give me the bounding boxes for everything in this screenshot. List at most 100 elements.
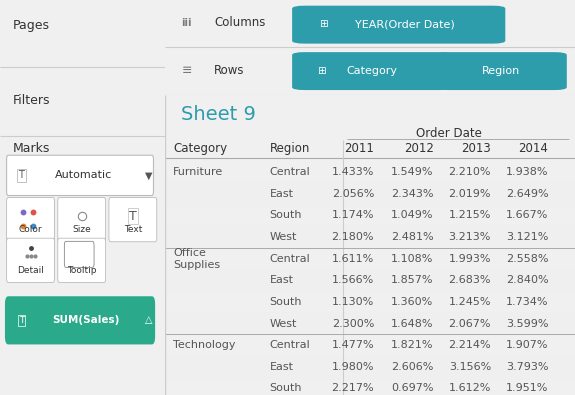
Text: Region: Region xyxy=(482,66,520,75)
Text: Text: Text xyxy=(124,226,142,234)
Text: 1.667%: 1.667% xyxy=(506,211,549,220)
Text: 2.217%: 2.217% xyxy=(331,384,374,393)
FancyBboxPatch shape xyxy=(436,52,567,90)
Text: ⊞: ⊞ xyxy=(317,66,325,75)
Text: 1.049%: 1.049% xyxy=(391,211,434,220)
Text: Central: Central xyxy=(270,340,311,350)
Text: 2014: 2014 xyxy=(519,142,549,155)
Text: Technology: Technology xyxy=(173,340,236,350)
Text: 2.840%: 2.840% xyxy=(506,275,549,285)
Text: West: West xyxy=(270,318,297,329)
Text: Marks: Marks xyxy=(13,142,51,154)
Text: 3.793%: 3.793% xyxy=(506,362,549,372)
Text: Detail: Detail xyxy=(17,266,44,275)
Text: 2.056%: 2.056% xyxy=(332,189,374,199)
Text: T: T xyxy=(18,170,24,181)
Text: 2011: 2011 xyxy=(344,142,374,155)
FancyBboxPatch shape xyxy=(292,6,505,43)
Text: ▼: ▼ xyxy=(145,170,153,181)
Text: 1.980%: 1.980% xyxy=(332,362,374,372)
Text: SUM(Sales): SUM(Sales) xyxy=(52,315,120,325)
Text: 1.174%: 1.174% xyxy=(332,211,374,220)
Text: Category: Category xyxy=(347,66,397,75)
Text: Central: Central xyxy=(270,254,311,264)
Text: Office
Supplies: Office Supplies xyxy=(173,248,220,270)
Text: Color: Color xyxy=(19,226,43,234)
Text: 1.857%: 1.857% xyxy=(391,275,434,285)
Text: 1.993%: 1.993% xyxy=(448,254,491,264)
Text: West: West xyxy=(270,232,297,242)
Text: T: T xyxy=(19,316,24,325)
Text: South: South xyxy=(270,384,302,393)
Text: East: East xyxy=(270,189,294,199)
Text: △: △ xyxy=(145,315,153,325)
Bar xyxy=(165,183,575,205)
Text: 2.343%: 2.343% xyxy=(391,189,434,199)
FancyBboxPatch shape xyxy=(58,238,106,282)
Text: South: South xyxy=(270,211,302,220)
Text: Columns: Columns xyxy=(214,16,266,29)
Text: 1.215%: 1.215% xyxy=(448,211,491,220)
Text: 1.549%: 1.549% xyxy=(391,167,434,177)
Text: 2.067%: 2.067% xyxy=(448,318,491,329)
Bar xyxy=(165,313,575,334)
Text: Tooltip: Tooltip xyxy=(67,266,97,275)
Text: 2.019%: 2.019% xyxy=(448,189,491,199)
Bar xyxy=(165,269,575,291)
Text: East: East xyxy=(270,362,294,372)
Bar xyxy=(165,356,575,378)
Text: Region: Region xyxy=(270,142,310,155)
Text: 2.649%: 2.649% xyxy=(506,189,549,199)
Text: Central: Central xyxy=(270,167,311,177)
Text: YEAR(Order Date): YEAR(Order Date) xyxy=(355,19,455,29)
FancyBboxPatch shape xyxy=(58,198,106,242)
FancyBboxPatch shape xyxy=(6,238,55,282)
Text: Order Date: Order Date xyxy=(416,127,482,140)
Text: 1.566%: 1.566% xyxy=(332,275,374,285)
Text: 1.821%: 1.821% xyxy=(391,340,434,350)
Text: 1.907%: 1.907% xyxy=(506,340,549,350)
Text: 2012: 2012 xyxy=(404,142,434,155)
FancyBboxPatch shape xyxy=(64,241,94,267)
Text: 2.606%: 2.606% xyxy=(391,362,434,372)
Text: T: T xyxy=(129,210,137,222)
Text: 1.360%: 1.360% xyxy=(392,297,434,307)
Text: 1.648%: 1.648% xyxy=(391,318,434,329)
Text: South: South xyxy=(270,297,302,307)
Text: 0.697%: 0.697% xyxy=(391,384,434,393)
Text: Sheet 9: Sheet 9 xyxy=(182,105,256,124)
Text: Furniture: Furniture xyxy=(173,167,224,177)
Text: 1.108%: 1.108% xyxy=(391,254,434,264)
FancyBboxPatch shape xyxy=(292,52,452,90)
FancyBboxPatch shape xyxy=(5,296,155,344)
FancyBboxPatch shape xyxy=(6,155,154,196)
Text: Automatic: Automatic xyxy=(55,170,112,181)
Text: Category: Category xyxy=(173,142,227,155)
Text: 1.611%: 1.611% xyxy=(332,254,374,264)
Text: 2.210%: 2.210% xyxy=(448,167,491,177)
Text: Size: Size xyxy=(72,226,91,234)
Text: 1.951%: 1.951% xyxy=(506,384,549,393)
Text: 1.938%: 1.938% xyxy=(506,167,549,177)
Text: iii: iii xyxy=(182,18,192,28)
Text: ⊞: ⊞ xyxy=(319,19,328,29)
Text: Filters: Filters xyxy=(13,94,51,107)
Text: 3.121%: 3.121% xyxy=(506,232,549,242)
Text: 3.213%: 3.213% xyxy=(448,232,491,242)
Text: 1.130%: 1.130% xyxy=(332,297,374,307)
Text: 2.180%: 2.180% xyxy=(332,232,374,242)
Text: Pages: Pages xyxy=(13,19,50,32)
Text: 2.300%: 2.300% xyxy=(332,318,374,329)
Text: 1.245%: 1.245% xyxy=(448,297,491,307)
Text: 3.599%: 3.599% xyxy=(506,318,549,329)
Bar xyxy=(165,226,575,248)
FancyBboxPatch shape xyxy=(6,198,55,242)
Text: ≡: ≡ xyxy=(182,64,192,77)
Text: 2.683%: 2.683% xyxy=(448,275,491,285)
Text: 3.156%: 3.156% xyxy=(448,362,491,372)
Text: 2.558%: 2.558% xyxy=(506,254,549,264)
Text: 2.214%: 2.214% xyxy=(448,340,491,350)
Text: East: East xyxy=(270,275,294,285)
FancyBboxPatch shape xyxy=(109,198,157,242)
Text: 2013: 2013 xyxy=(461,142,491,155)
